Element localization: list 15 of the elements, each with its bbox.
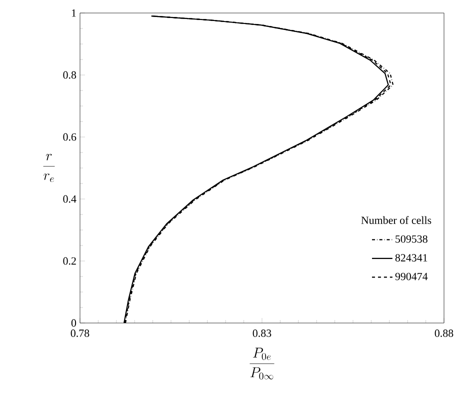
y-tick-label: 0.8 [63, 71, 76, 79]
x-tick-label: 0.88 [434, 330, 454, 337]
y-axis-title: $\frac{r}{r_e}$ [43, 154, 55, 182]
x-tick-label: 0.78 [70, 330, 90, 337]
x-axis-title: $\frac{P_{0e}}{P_{0\infty}}$ [250, 348, 274, 380]
y-tick-label: 0.4 [63, 195, 76, 203]
legend-label: 824341 [395, 254, 428, 262]
y-tick-label: 0.2 [63, 257, 76, 265]
y-tick-label: 0.6 [63, 133, 76, 141]
legend-title: Number of cells [361, 216, 432, 224]
x-tick-label: 0.83 [252, 330, 272, 337]
legend-label: 990474 [395, 272, 428, 280]
y-tick-label: 1 [72, 9, 76, 17]
legend-label: 509538 [396, 235, 428, 243]
y-tick-label: 0 [71, 319, 76, 327]
